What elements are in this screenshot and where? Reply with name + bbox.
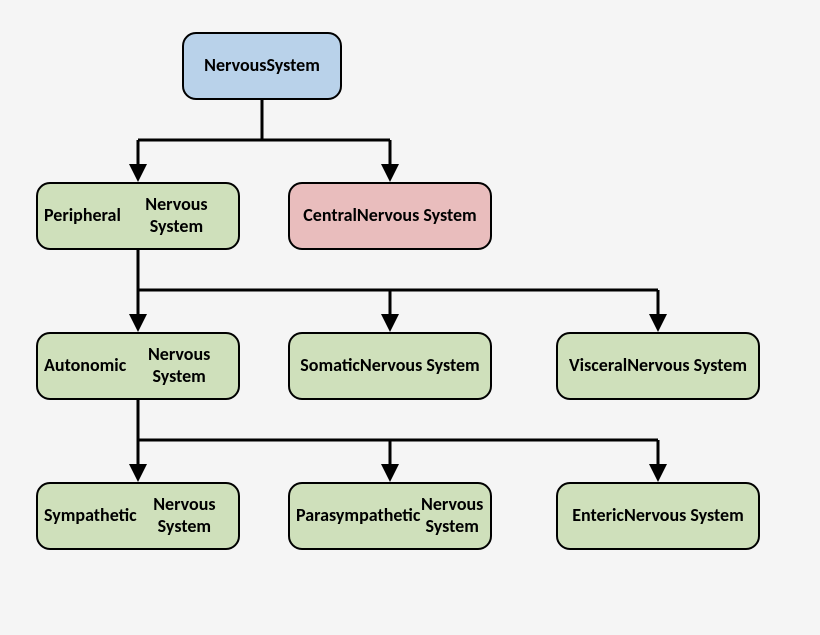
node-somatic: SomaticNervous System [288, 332, 492, 400]
node-peripheral: PeripheralNervous System [36, 182, 240, 250]
node-parasympathetic: ParasympatheticNervous System [288, 482, 492, 550]
node-root: NervousSystem [182, 32, 342, 100]
nervous-system-tree: NervousSystem PeripheralNervous System Cen… [0, 0, 820, 635]
node-enteric: EntericNervous System [556, 482, 760, 550]
node-sympathetic: SympatheticNervous System [36, 482, 240, 550]
node-central: CentralNervous System [288, 182, 492, 250]
node-autonomic: AutonomicNervous System [36, 332, 240, 400]
node-visceral: VisceralNervous System [556, 332, 760, 400]
